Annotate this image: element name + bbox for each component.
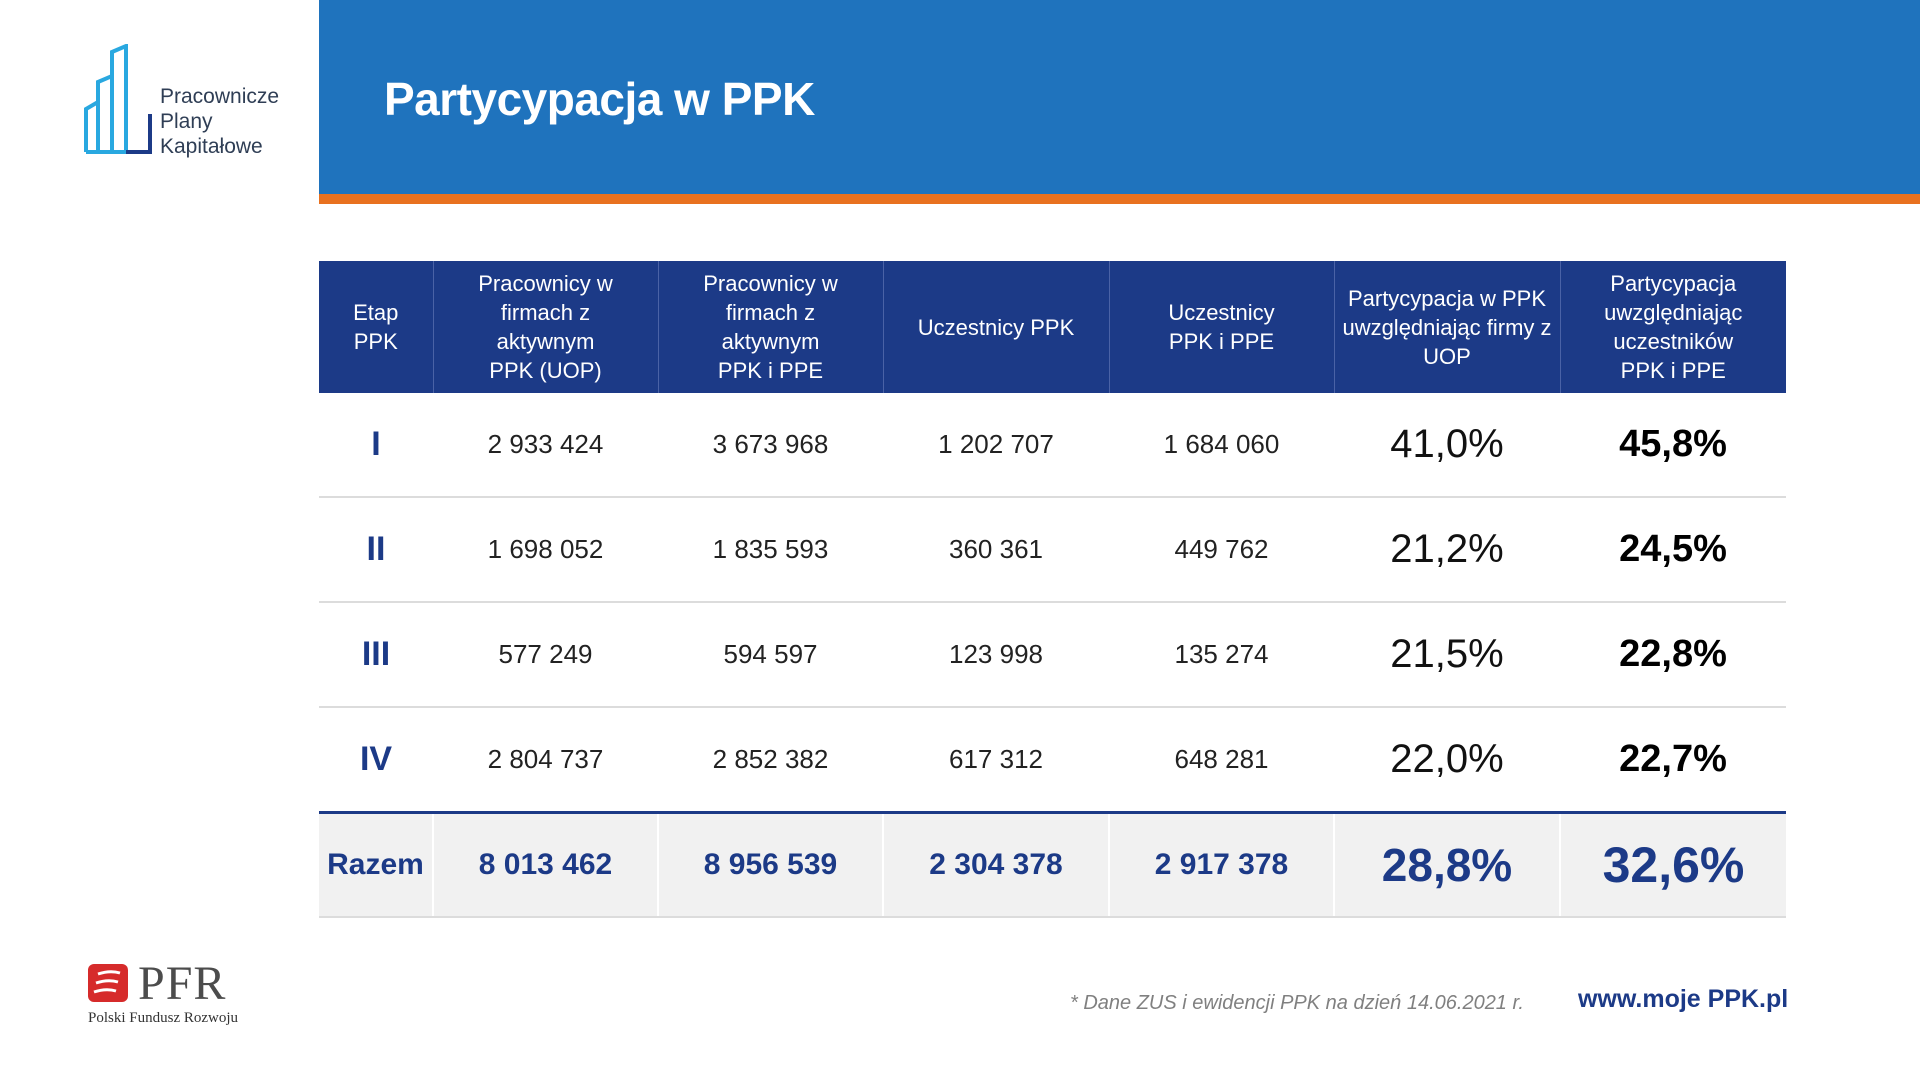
logo-line-1: Pracownicze bbox=[160, 85, 280, 108]
column-header-participants: Uczestnicy PPK bbox=[882, 261, 1109, 393]
column-header-employees-uop: Pracownicy w firmach z aktywnym PPK (UOP… bbox=[432, 261, 658, 393]
pfr-mark-icon bbox=[88, 964, 128, 1002]
table-row: I 2 933 424 3 673 968 1 202 707 1 684 06… bbox=[319, 393, 1786, 498]
ppk-logo: Pracownicze Plany Kapitałowe bbox=[84, 44, 304, 164]
total-cell: 8 956 539 bbox=[657, 811, 883, 918]
website-link[interactable]: www.moje PPK.pl bbox=[1578, 985, 1789, 1013]
total-label-cell: Razem bbox=[319, 811, 433, 918]
stage-cell: IV bbox=[319, 707, 433, 814]
ppk-logo-text: Pracownicze Plany Kapitałowe bbox=[160, 84, 279, 159]
ppk-buildings-logo-icon bbox=[84, 44, 152, 154]
participation-ppe-cell: 22,8% bbox=[1560, 602, 1786, 708]
table-cell: 594 597 bbox=[658, 602, 883, 708]
table-cell: 3 673 968 bbox=[658, 393, 883, 498]
table-cell: 2 804 737 bbox=[433, 707, 658, 814]
total-participation-ppe-cell: 32,6% bbox=[1559, 811, 1786, 918]
pfr-wordmark: PFR bbox=[138, 957, 227, 1010]
table-cell: 449 762 bbox=[1109, 497, 1334, 603]
stage-cell: II bbox=[319, 497, 433, 603]
table-cell: 2 852 382 bbox=[658, 707, 883, 814]
total-cell: 2 917 378 bbox=[1108, 811, 1334, 918]
participation-table: Etap PPK Pracownicy w firmach z aktywnym… bbox=[319, 261, 1786, 918]
column-header-participation-ppe: Partycypacja uwzględniając uczestników P… bbox=[1559, 261, 1786, 393]
participation-uop-cell: 22,0% bbox=[1334, 707, 1560, 814]
table-row: II 1 698 052 1 835 593 360 361 449 762 2… bbox=[319, 497, 1786, 603]
page-title: Partycypacja w PPK bbox=[384, 73, 815, 125]
logo-line-2: Plany bbox=[160, 110, 213, 133]
participation-ppe-cell: 45,8% bbox=[1560, 393, 1786, 498]
table-cell: 1 202 707 bbox=[883, 393, 1109, 498]
column-header-stage: Etap PPK bbox=[319, 261, 433, 393]
table-cell: 135 274 bbox=[1109, 602, 1334, 708]
table-row: III 577 249 594 597 123 998 135 274 21,5… bbox=[319, 602, 1786, 708]
total-participation-uop-cell: 28,8% bbox=[1333, 811, 1560, 918]
participation-uop-cell: 21,5% bbox=[1334, 602, 1560, 708]
table-cell: 617 312 bbox=[883, 707, 1109, 814]
header-accent-stripe bbox=[319, 194, 1920, 204]
header-band bbox=[319, 0, 1920, 194]
stage-cell: I bbox=[319, 393, 433, 498]
stage-cell: III bbox=[319, 602, 433, 708]
table-cell: 1 684 060 bbox=[1109, 393, 1334, 498]
table-row: IV 2 804 737 2 852 382 617 312 648 281 2… bbox=[319, 707, 1786, 814]
column-header-employees-ppe: Pracownicy w firmach z aktywnym PPK i PP… bbox=[657, 261, 883, 393]
total-cell: 2 304 378 bbox=[882, 811, 1109, 918]
participation-uop-cell: 41,0% bbox=[1334, 393, 1560, 498]
pfr-subtitle: Polski Fundusz Rozwoju bbox=[88, 1010, 239, 1026]
table-cell: 1 698 052 bbox=[433, 497, 658, 603]
table-cell: 577 249 bbox=[433, 602, 658, 708]
table-cell: 648 281 bbox=[1109, 707, 1334, 814]
table-cell: 1 835 593 bbox=[658, 497, 883, 603]
logo-line-3: Kapitałowe bbox=[160, 135, 263, 158]
participation-ppe-cell: 22,7% bbox=[1560, 707, 1786, 814]
participation-uop-cell: 21,2% bbox=[1334, 497, 1560, 603]
table-header-row: Etap PPK Pracownicy w firmach z aktywnym… bbox=[319, 261, 1786, 393]
table-total-row: Razem 8 013 462 8 956 539 2 304 378 2 91… bbox=[319, 811, 1786, 918]
table-cell: 2 933 424 bbox=[433, 393, 658, 498]
participation-ppe-cell: 24,5% bbox=[1560, 497, 1786, 603]
data-source-footnote: * Dane ZUS i ewidencji PPK na dzień 14.0… bbox=[1070, 992, 1524, 1014]
table-cell: 123 998 bbox=[883, 602, 1109, 708]
table-cell: 360 361 bbox=[883, 497, 1109, 603]
total-cell: 8 013 462 bbox=[432, 811, 658, 918]
column-header-participation-uop: Partycypacja w PPK uwzględniając firmy z… bbox=[1333, 261, 1560, 393]
column-header-participants-ppe: Uczestnicy PPK i PPE bbox=[1108, 261, 1334, 393]
